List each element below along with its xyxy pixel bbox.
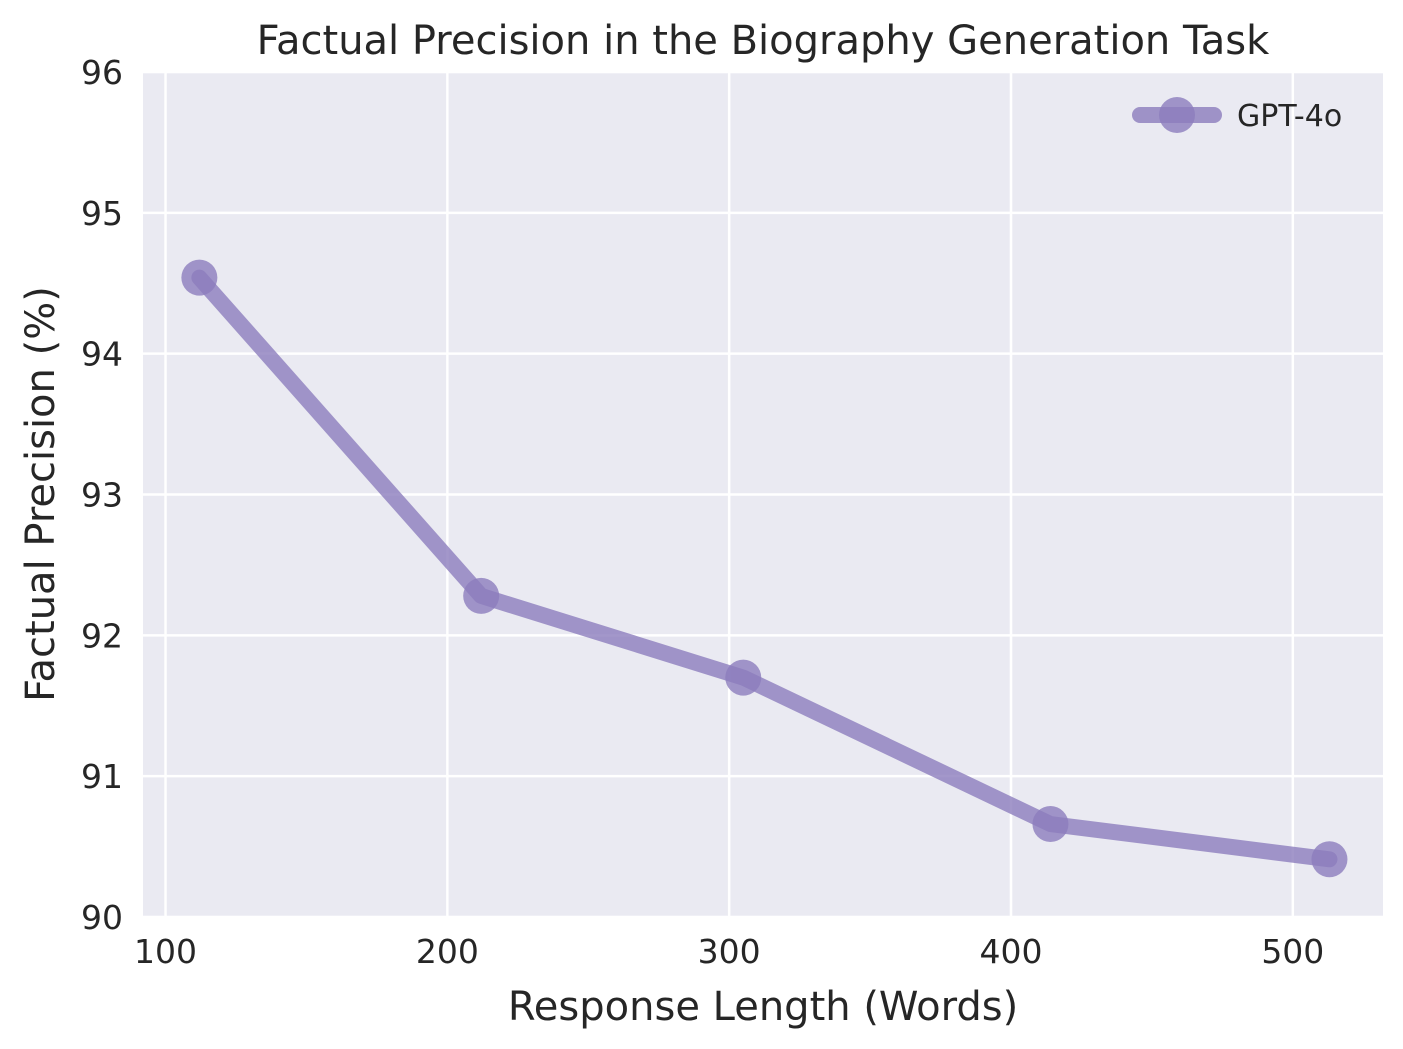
data-point: [1032, 806, 1069, 843]
x-tick-label: 300: [698, 932, 761, 971]
grid-lines: [143, 70, 1383, 919]
chart-title: Factual Precision in the Biography Gener…: [257, 18, 1270, 64]
series-layer: [181, 259, 1348, 878]
tick-labels: 100 200 300 400 500 90 91 92 93 94 95 96: [81, 53, 1324, 971]
x-tick-label: 400: [980, 932, 1043, 971]
y-tick-label: 91: [81, 757, 123, 796]
data-point: [725, 659, 762, 696]
legend-marker-gpt-4o: [1159, 97, 1195, 133]
y-tick-label: 96: [81, 53, 123, 92]
y-axis-label: Factual Precision (%): [18, 286, 64, 702]
data-point: [463, 577, 500, 614]
y-tick-label: 90: [81, 898, 123, 937]
data-point: [181, 259, 218, 296]
data-point: [1311, 841, 1348, 878]
y-tick-label: 94: [81, 335, 123, 374]
y-tick-label: 93: [81, 476, 123, 515]
x-tick-label: 200: [416, 932, 479, 971]
x-tick-label: 100: [134, 932, 197, 971]
x-tick-label: 500: [1261, 932, 1324, 971]
y-tick-label: 92: [81, 616, 123, 655]
y-tick-label: 95: [81, 194, 123, 233]
legend: GPT-4o: [1132, 97, 1342, 134]
x-axis-label: Response Length (Words): [508, 984, 1018, 1030]
legend-label-gpt-4o: GPT-4o: [1237, 99, 1342, 134]
